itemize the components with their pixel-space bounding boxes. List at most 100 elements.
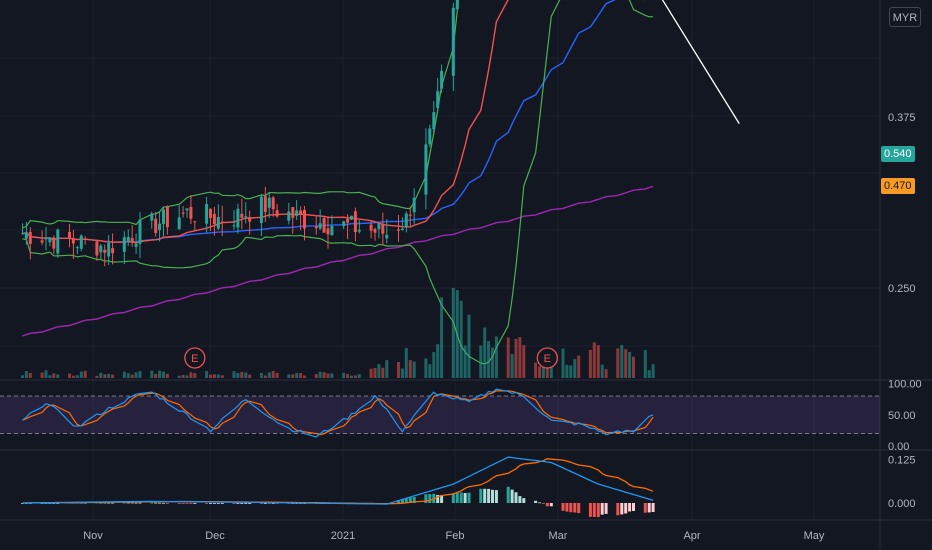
candle-body (295, 210, 299, 217)
macd-histogram-bar (150, 502, 154, 504)
volume-bar (314, 374, 318, 378)
candle-body (369, 224, 373, 231)
volume-bar (510, 354, 514, 378)
macd-histogram-bar (193, 503, 197, 504)
candle-body (259, 196, 263, 223)
currency-badge[interactable]: MYR (889, 7, 921, 27)
macd-histogram-bar (52, 503, 56, 504)
price-axis-label: 0.250 (888, 283, 916, 295)
candle-body (353, 211, 357, 233)
volume-bar (479, 345, 483, 378)
candle (385, 219, 389, 244)
candle (240, 198, 244, 230)
candle-body (68, 231, 71, 239)
ma-short-line (22, 0, 509, 244)
time-axis-label: Dec (205, 530, 225, 542)
volume-bar (483, 327, 487, 378)
macd-histogram-bar (400, 499, 404, 503)
candle (424, 128, 428, 210)
candle (232, 210, 236, 231)
stoch-axis-label: 100.00 (888, 379, 922, 391)
candle-body (330, 226, 334, 236)
volume-bar (397, 362, 400, 378)
candle-body (275, 210, 279, 217)
macd-histogram-bar (275, 503, 279, 504)
candle (111, 233, 115, 265)
macd-histogram-bar (263, 503, 267, 504)
candle (193, 220, 197, 231)
volume-bar (263, 375, 267, 378)
time-axis-label: Nov (83, 530, 103, 542)
candle (451, 2, 455, 91)
candle (24, 221, 28, 245)
volume-bar (79, 371, 83, 378)
macd-histogram-bar (185, 503, 189, 504)
macd-histogram-bar (21, 503, 24, 504)
volume-bar (357, 374, 361, 378)
volume-bar (71, 375, 75, 378)
candle (353, 207, 357, 242)
candle-body (185, 208, 189, 211)
candle-body (436, 91, 440, 108)
volume-bar (232, 371, 236, 378)
macd-axis-label: 0.000 (888, 498, 916, 510)
candle (189, 194, 193, 224)
macd-histogram-bar (643, 503, 647, 513)
candle (369, 220, 373, 239)
candle (236, 203, 240, 234)
candle-body (314, 226, 318, 229)
volume-bar (604, 369, 608, 378)
candle-body (377, 223, 381, 230)
candle-body (291, 207, 295, 218)
volume-bar (303, 375, 306, 378)
candle-body (263, 196, 267, 213)
macd-histogram-bar (103, 502, 107, 504)
macd-histogram-bar (596, 503, 600, 518)
candle (346, 214, 350, 240)
macd-histogram-bar (271, 503, 275, 504)
volume-bar (40, 372, 44, 378)
time-axis-label: 2021 (331, 530, 355, 542)
candle-body (40, 240, 44, 243)
price-axis-label: 0.375 (888, 112, 916, 124)
volume-bar (643, 350, 647, 378)
candle-body (220, 221, 224, 223)
candle (79, 234, 83, 252)
macd-histogram-bar (232, 503, 236, 504)
volume-bar (275, 372, 279, 378)
macd-histogram-bar (158, 502, 162, 504)
candle (209, 208, 212, 232)
last-price-label: 0.540 (881, 146, 915, 162)
candle (303, 205, 306, 241)
volume-bar (177, 375, 181, 378)
candle (71, 229, 75, 259)
volume-bar (240, 371, 244, 378)
macd-histogram-bar (545, 503, 549, 507)
volume-bar (632, 356, 635, 378)
candle-body (381, 224, 385, 234)
candle (330, 215, 334, 236)
candle (44, 227, 48, 251)
candle (412, 188, 416, 225)
earnings-marker-label: E (544, 353, 551, 365)
volume-bar (158, 370, 162, 378)
candle (158, 210, 162, 242)
macd-histogram-bar (408, 497, 412, 503)
volume-bar (28, 372, 32, 378)
volume-bar (205, 371, 209, 378)
volume-bar (330, 373, 334, 378)
candle (436, 78, 440, 114)
candle (40, 230, 44, 245)
volume-bar (326, 373, 330, 378)
candle (291, 207, 295, 234)
candle-body (385, 234, 389, 239)
candle (83, 236, 87, 245)
time-axis-label: Apr (683, 530, 700, 542)
macd-histogram-bar (240, 503, 244, 504)
volume-bar (408, 360, 412, 378)
candle (212, 206, 216, 236)
candle (259, 193, 263, 237)
volume-bar (385, 360, 389, 378)
candle-body (397, 229, 400, 231)
